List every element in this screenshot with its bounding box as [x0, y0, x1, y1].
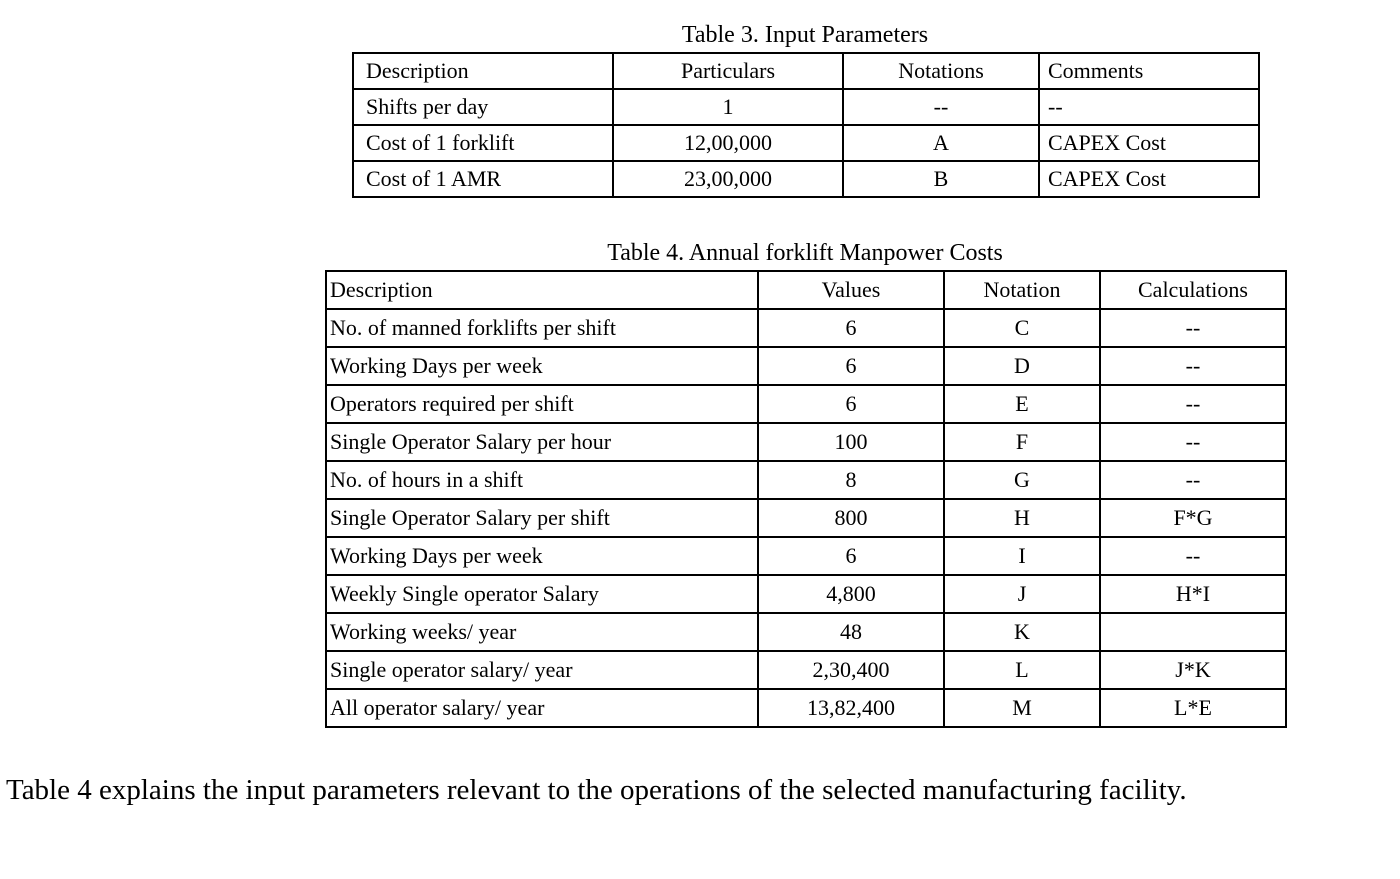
table-row: Cost of 1 forklift 12,00,000 A CAPEX Cost — [352, 124, 1260, 162]
table-cell: -- — [1099, 346, 1287, 386]
table-cell: Single Operator Salary per hour — [325, 422, 759, 462]
table-row: Single Operator Salary per shift 800 H F*G — [325, 498, 1287, 538]
table-cell: Working Days per week — [325, 536, 759, 576]
table-cell: -- — [1099, 308, 1287, 348]
table-cell: M — [943, 688, 1101, 728]
table4-header-row: Description Values Notation Calculations — [325, 270, 1287, 310]
column-header: Values — [757, 270, 945, 310]
column-header: Notations — [842, 52, 1040, 90]
table-cell: CAPEX Cost — [1038, 160, 1260, 198]
table-cell: 12,00,000 — [612, 124, 844, 162]
table-cell: 6 — [757, 308, 945, 348]
table-cell: H*I — [1099, 574, 1287, 614]
table-cell: L — [943, 650, 1101, 690]
table-cell: J — [943, 574, 1101, 614]
table3-title: Table 3. Input Parameters — [681, 22, 929, 48]
table-cell: -- — [1099, 384, 1287, 424]
table-cell: 800 — [757, 498, 945, 538]
table-cell: G — [943, 460, 1101, 500]
table-cell: 13,82,400 — [757, 688, 945, 728]
table-cell: Weekly Single operator Salary — [325, 574, 759, 614]
table-row: No. of manned forklifts per shift 6 C -- — [325, 308, 1287, 348]
table-cell: F*G — [1099, 498, 1287, 538]
column-header: Comments — [1038, 52, 1260, 90]
table-cell: Shifts per day — [352, 88, 614, 126]
manpower-costs-section: Table 4. Annual forklift Manpower Costs … — [325, 238, 1287, 728]
table-cell: K — [943, 612, 1101, 652]
table-cell: E — [943, 384, 1101, 424]
column-header: Description — [352, 52, 614, 90]
table-cell: I — [943, 536, 1101, 576]
table-cell: All operator salary/ year — [325, 688, 759, 728]
table-cell: 1 — [612, 88, 844, 126]
table-row: All operator salary/ year 13,82,400 M L*E — [325, 688, 1287, 728]
table-cell: Operators required per shift — [325, 384, 759, 424]
table-cell: C — [943, 308, 1101, 348]
table-cell: -- — [842, 88, 1040, 126]
table-cell: 23,00,000 — [612, 160, 844, 198]
table-cell: CAPEX Cost — [1038, 124, 1260, 162]
table-row: Operators required per shift 6 E -- — [325, 384, 1287, 424]
table-cell: No. of hours in a shift — [325, 460, 759, 500]
table-cell: -- — [1099, 422, 1287, 462]
table-row: Weekly Single operator Salary 4,800 J H*I — [325, 574, 1287, 614]
table3-header-row: Description Particulars Notations Comments — [352, 52, 1260, 90]
table-cell: Single Operator Salary per shift — [325, 498, 759, 538]
input-parameters-table: Description Particulars Notations Comments … — [352, 52, 1260, 198]
table-row: No. of hours in a shift 8 G -- — [325, 460, 1287, 500]
table-cell: -- — [1099, 460, 1287, 500]
table-row: Cost of 1 AMR 23,00,000 B CAPEX Cost — [352, 160, 1260, 198]
table-cell: A — [842, 124, 1040, 162]
table-cell: 4,800 — [757, 574, 945, 614]
table-cell: 6 — [757, 346, 945, 386]
table-cell: 48 — [757, 612, 945, 652]
table-cell: F — [943, 422, 1101, 462]
table-cell: 2,30,400 — [757, 650, 945, 690]
table4-title: Table 4. Annual forklift Manpower Costs — [607, 240, 1003, 266]
table-cell: Working weeks/ year — [325, 612, 759, 652]
input-parameters-section: Table 3. Input Parameters Description Par… — [352, 20, 1260, 198]
body-text-caption: Table 4 explains the input parameters re… — [6, 774, 1187, 806]
table-cell: -- — [1038, 88, 1260, 126]
column-header: Notation — [943, 270, 1101, 310]
table-cell: D — [943, 346, 1101, 386]
table-cell: Single operator salary/ year — [325, 650, 759, 690]
table-cell: J*K — [1099, 650, 1287, 690]
table-cell: H — [943, 498, 1101, 538]
table-cell: No. of manned forklifts per shift — [325, 308, 759, 348]
table-row: Working Days per week 6 D -- — [325, 346, 1287, 386]
table-cell: 100 — [757, 422, 945, 462]
table-cell: Cost of 1 forklift — [352, 124, 614, 162]
table-cell: B — [842, 160, 1040, 198]
table-cell: L*E — [1099, 688, 1287, 728]
column-header: Description — [325, 270, 759, 310]
table-cell: -- — [1099, 536, 1287, 576]
column-header: Particulars — [612, 52, 844, 90]
table-cell: Cost of 1 AMR — [352, 160, 614, 198]
table-row: Working Days per week 6 I -- — [325, 536, 1287, 576]
table-row: Single Operator Salary per hour 100 F -- — [325, 422, 1287, 462]
table-row: Working weeks/ year 48 K — [325, 612, 1287, 652]
table-cell: Working Days per week — [325, 346, 759, 386]
table-cell — [1099, 612, 1287, 652]
table-cell: 6 — [757, 384, 945, 424]
table-cell: 6 — [757, 536, 945, 576]
table-row: Shifts per day 1 -- -- — [352, 88, 1260, 126]
table-cell: 8 — [757, 460, 945, 500]
column-header: Calculations — [1099, 270, 1287, 310]
table-row: Single operator salary/ year 2,30,400 L J*K — [325, 650, 1287, 690]
manpower-costs-table: Description Values Notation Calculations No… — [325, 270, 1287, 728]
